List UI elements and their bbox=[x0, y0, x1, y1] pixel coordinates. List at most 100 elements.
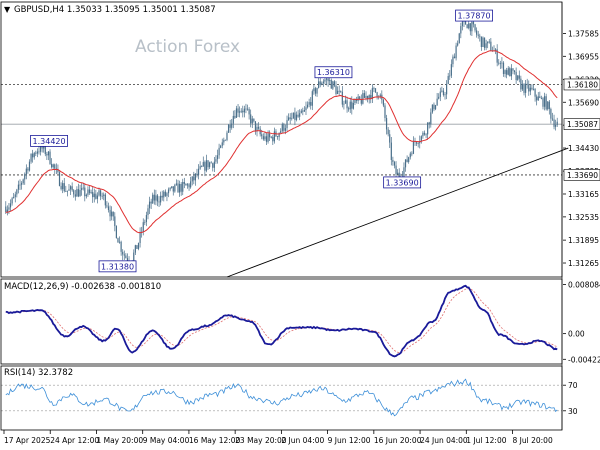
candle-body bbox=[398, 172, 400, 177]
candle-body bbox=[539, 96, 541, 99]
candle-body bbox=[16, 189, 18, 195]
candle-body bbox=[276, 136, 279, 138]
candle-body bbox=[63, 183, 65, 192]
level-price-label: 1.36180 bbox=[567, 80, 598, 89]
candle-body bbox=[325, 78, 328, 80]
price-annotation-label: 1.34420 bbox=[33, 137, 66, 146]
candle-body bbox=[262, 136, 264, 140]
x-tick-label: 17 Apr 2025 bbox=[4, 436, 51, 445]
rsi-tick-label: 70 bbox=[568, 381, 578, 390]
candle-body bbox=[436, 98, 438, 106]
candle-body bbox=[239, 111, 241, 113]
candle-body bbox=[272, 136, 274, 142]
candle-body bbox=[496, 49, 498, 63]
x-tick-label: 1 Jul 12:00 bbox=[466, 436, 506, 445]
candle-body bbox=[174, 184, 176, 192]
candle-body bbox=[153, 194, 155, 201]
candle-body bbox=[36, 151, 38, 154]
candle-body bbox=[335, 85, 337, 95]
macd-tick-label: 0.008084 bbox=[568, 281, 600, 290]
price-tick-label: 1.36955 bbox=[568, 52, 599, 61]
candle-body bbox=[125, 255, 127, 259]
candle-body bbox=[455, 45, 457, 59]
macd-panel: MACD(12,26,9) -0.002638 -0.001810 0.0080… bbox=[4, 281, 600, 365]
candle-body bbox=[253, 118, 255, 122]
candle-body bbox=[215, 159, 217, 162]
candle-body bbox=[360, 99, 362, 104]
candle-body bbox=[367, 95, 369, 99]
candle-body bbox=[471, 21, 473, 32]
candle-body bbox=[220, 145, 222, 148]
candle-body bbox=[245, 108, 247, 110]
candle-body bbox=[273, 131, 275, 142]
candle-body bbox=[251, 118, 253, 124]
candle-body bbox=[38, 151, 40, 153]
candle-body bbox=[147, 208, 149, 216]
candle-body bbox=[98, 190, 100, 196]
candle-body bbox=[431, 104, 433, 113]
candle-body bbox=[90, 192, 92, 193]
candle-body bbox=[22, 179, 24, 184]
candle-body bbox=[529, 87, 531, 92]
candle-body bbox=[434, 105, 437, 110]
candle-body bbox=[450, 64, 452, 76]
candle-body bbox=[81, 188, 83, 191]
candle-body bbox=[415, 142, 418, 144]
candle-body bbox=[300, 110, 302, 114]
candle-body bbox=[308, 102, 310, 105]
candle-body bbox=[327, 78, 329, 82]
candle-body bbox=[226, 132, 228, 141]
candle-body bbox=[160, 195, 162, 203]
x-tick-label: 23 May 20:00 bbox=[235, 436, 287, 445]
candle-body bbox=[423, 132, 426, 135]
candle-body bbox=[294, 112, 296, 120]
candle-body bbox=[553, 119, 555, 127]
candle-body bbox=[403, 167, 405, 177]
candle-body bbox=[382, 99, 385, 106]
candle-body bbox=[547, 101, 549, 110]
price-panel: ▼ GBPUSD,H4 1.35033 1.35095 1.35001 1.35… bbox=[1, 5, 600, 278]
candle-body bbox=[502, 62, 505, 74]
candle-body bbox=[51, 163, 53, 168]
candle-body bbox=[483, 37, 486, 48]
candle-body bbox=[487, 41, 489, 44]
candle-body bbox=[409, 153, 411, 158]
candle-body bbox=[95, 193, 97, 199]
level-price-box bbox=[563, 118, 600, 130]
candle-body bbox=[457, 43, 459, 46]
candle-body bbox=[520, 78, 522, 90]
candle-body bbox=[171, 186, 173, 188]
candle-body bbox=[185, 183, 187, 186]
candle-body bbox=[167, 189, 170, 194]
x-tick-label: 1 May 20:00 bbox=[96, 436, 143, 445]
candle-body bbox=[441, 90, 443, 92]
candle-body bbox=[480, 36, 482, 47]
candle-body bbox=[223, 139, 225, 143]
x-tick-label: 24 Jun 04:00 bbox=[420, 436, 468, 445]
candle-body bbox=[216, 155, 219, 160]
candle-body bbox=[534, 88, 536, 97]
candle-body bbox=[115, 226, 117, 239]
candle-body bbox=[69, 186, 72, 190]
candle-body bbox=[291, 118, 293, 120]
price-annotation-label: 1.37870 bbox=[458, 12, 491, 21]
candle-body bbox=[47, 151, 50, 156]
candle-body bbox=[161, 195, 163, 198]
candle-body bbox=[158, 201, 160, 203]
price-tick-label: 1.34430 bbox=[568, 144, 599, 153]
candle-body bbox=[472, 21, 475, 25]
candle-body bbox=[288, 117, 290, 121]
candle-body bbox=[256, 126, 258, 132]
candle-body bbox=[65, 191, 67, 192]
candle-body bbox=[387, 129, 389, 135]
candle-body bbox=[191, 176, 193, 182]
candle-body bbox=[545, 96, 547, 110]
candle-body bbox=[145, 215, 148, 222]
candle-body bbox=[259, 128, 261, 135]
candle-body bbox=[49, 151, 51, 164]
candle-body bbox=[14, 194, 16, 198]
candle-body bbox=[477, 34, 479, 36]
candle-body bbox=[66, 190, 69, 192]
